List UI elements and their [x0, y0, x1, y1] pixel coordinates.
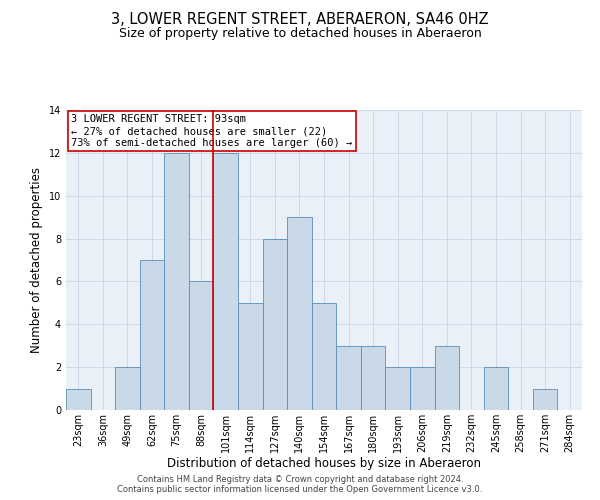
Bar	[336, 346, 361, 410]
Text: 3, LOWER REGENT STREET, ABERAERON, SA46 0HZ: 3, LOWER REGENT STREET, ABERAERON, SA46 …	[111, 12, 489, 28]
Text: 3 LOWER REGENT STREET: 93sqm
← 27% of detached houses are smaller (22)
73% of se: 3 LOWER REGENT STREET: 93sqm ← 27% of de…	[71, 114, 352, 148]
Bar	[164, 153, 189, 410]
Bar	[361, 346, 385, 410]
Text: Size of property relative to detached houses in Aberaeron: Size of property relative to detached ho…	[119, 28, 481, 40]
Bar	[66, 388, 91, 410]
Bar	[238, 303, 263, 410]
Text: Distribution of detached houses by size in Aberaeron: Distribution of detached houses by size …	[167, 458, 481, 470]
Bar	[214, 153, 238, 410]
Bar	[115, 367, 140, 410]
Bar	[410, 367, 434, 410]
Bar	[533, 388, 557, 410]
Bar	[434, 346, 459, 410]
Bar	[287, 217, 312, 410]
Bar	[385, 367, 410, 410]
Y-axis label: Number of detached properties: Number of detached properties	[30, 167, 43, 353]
Text: Contains HM Land Registry data © Crown copyright and database right 2024.
Contai: Contains HM Land Registry data © Crown c…	[118, 474, 482, 494]
Bar	[312, 303, 336, 410]
Bar	[140, 260, 164, 410]
Bar	[484, 367, 508, 410]
Bar	[263, 238, 287, 410]
Bar	[189, 282, 214, 410]
